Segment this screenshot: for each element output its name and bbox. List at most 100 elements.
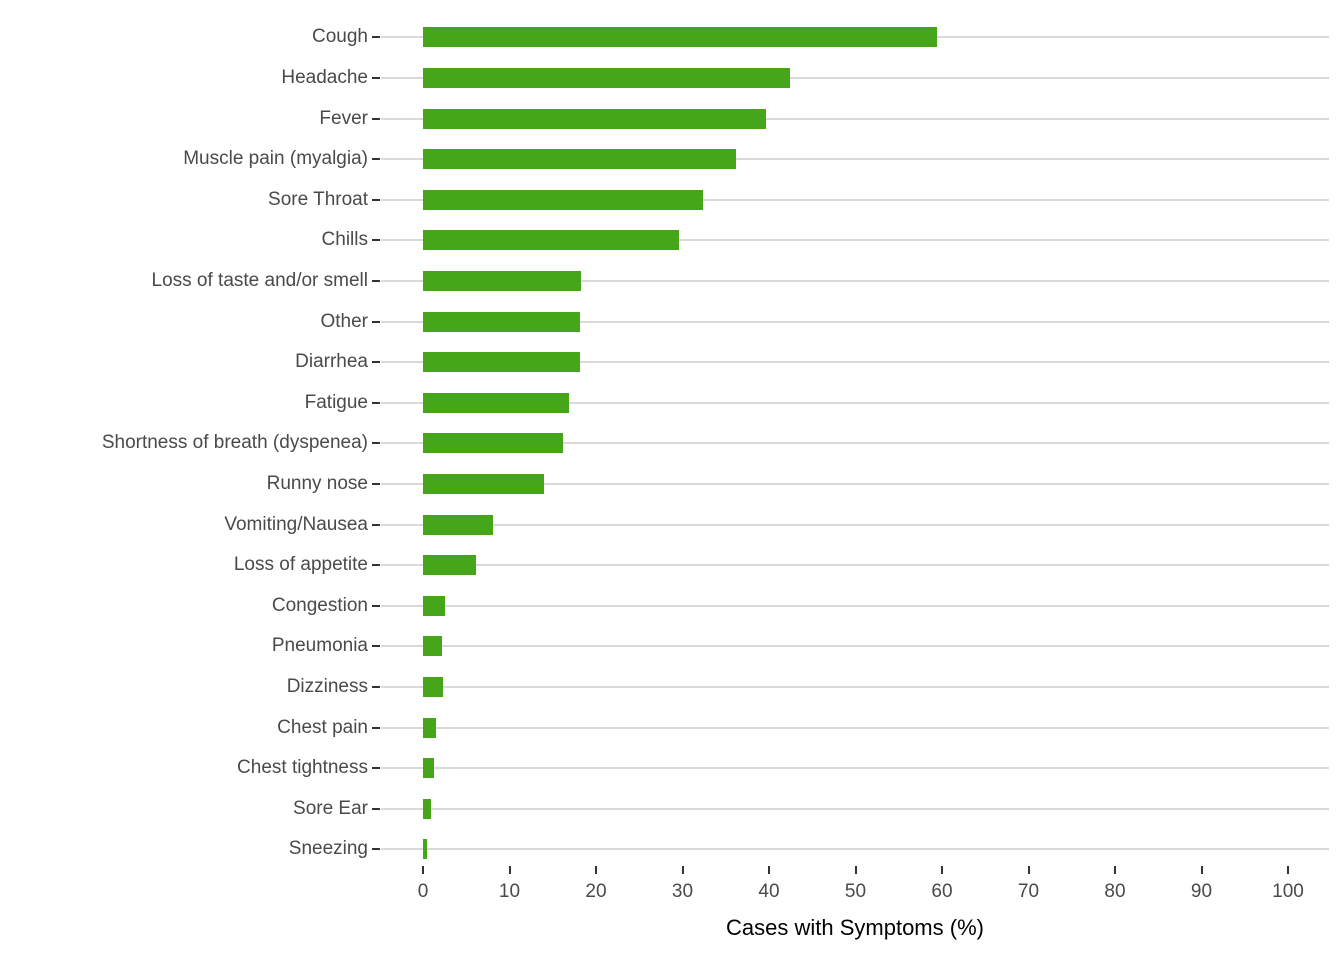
panel-row (381, 707, 1329, 748)
y-tick-mark (372, 239, 380, 242)
bar (423, 67, 790, 88)
chart-row: Cough (0, 17, 1344, 58)
x-tick-label: 90 (1190, 881, 1213, 902)
x-tick-label: 20 (585, 881, 607, 902)
gridline (381, 279, 1329, 282)
panel-row (381, 586, 1329, 627)
gridline (381, 320, 1329, 323)
gridline (381, 239, 1329, 242)
gridline (381, 604, 1329, 607)
bar (423, 636, 442, 657)
category-label: Fever (319, 107, 368, 129)
chart-row: Diarrhea (0, 342, 1344, 383)
bar (423, 27, 937, 48)
panel-row (381, 382, 1329, 423)
bar (423, 839, 427, 860)
y-tick-mark (372, 767, 380, 770)
category-label: Chills (321, 229, 368, 251)
gridline (381, 76, 1329, 79)
panel-row (381, 179, 1329, 220)
x-tick-label: 30 (671, 881, 694, 902)
bar (423, 270, 582, 291)
bar (423, 311, 580, 332)
panel-row (381, 504, 1329, 545)
gridline (381, 401, 1329, 404)
y-tick-mark (372, 279, 380, 282)
panel-row (381, 423, 1329, 464)
y-tick-mark (372, 564, 380, 567)
panel-row (381, 667, 1329, 708)
gridline (381, 523, 1329, 526)
chart-row: Vomiting/Nausea (0, 504, 1344, 545)
y-tick-mark (372, 401, 380, 404)
y-tick-mark (372, 848, 380, 851)
chart-row: Headache (0, 58, 1344, 99)
panel-row (381, 220, 1329, 261)
panel-row (381, 748, 1329, 789)
gridline (381, 361, 1329, 364)
bar (423, 392, 570, 413)
category-label: Loss of appetite (233, 554, 368, 576)
bar (423, 433, 564, 454)
category-label: Pneumonia (271, 635, 368, 657)
bar (423, 352, 580, 373)
gridline (381, 564, 1329, 567)
panel-row (381, 342, 1329, 383)
plot-rows: Cough Headache Fever Muscle pain (myalgia) S… (0, 17, 1344, 870)
chart-row: Dizziness (0, 667, 1344, 708)
panel-row (381, 301, 1329, 342)
category-label: Shortness of breath (dyspenea) (101, 432, 368, 454)
bar (423, 230, 679, 251)
category-label: Congestion (271, 594, 368, 616)
x-tick-label: 50 (844, 881, 867, 902)
y-tick-mark (372, 523, 380, 526)
bar (423, 474, 545, 494)
bar (423, 595, 445, 616)
category-label: Other (320, 310, 368, 332)
gridline (381, 442, 1329, 445)
chart-row: Sneezing (0, 829, 1344, 870)
category-label: Sore Ear (293, 797, 368, 819)
category-label: Runny nose (266, 473, 368, 494)
category-label: Dizziness (286, 676, 368, 698)
x-axis-title: Cases with Symptoms (%) (726, 915, 984, 940)
chart-row: Loss of taste and/or smell (0, 261, 1344, 302)
gridline (381, 726, 1329, 729)
bar (423, 758, 435, 779)
panel-row (381, 789, 1329, 830)
gridline (381, 198, 1329, 201)
x-tick-label: 100 (1272, 881, 1304, 902)
category-label: Muscle pain (myalgia) (183, 148, 368, 170)
gridline (381, 807, 1329, 810)
gridline (381, 686, 1329, 689)
y-tick-mark (372, 807, 380, 810)
bar (423, 514, 494, 535)
category-label: Cough (312, 26, 368, 48)
panel-row (381, 464, 1329, 505)
category-label: Vomiting/Nausea (224, 513, 368, 535)
gridline (381, 767, 1329, 770)
x-tick-label: 10 (498, 881, 521, 902)
category-label: Headache (281, 66, 368, 88)
x-tick-label: 80 (1104, 881, 1126, 902)
category-label: Chest tightness (237, 757, 368, 779)
y-tick-mark (372, 117, 380, 120)
y-tick-mark (372, 36, 380, 39)
bar (423, 677, 443, 698)
y-tick-mark (372, 198, 380, 201)
y-tick-mark (372, 604, 380, 607)
bar (423, 798, 431, 819)
y-tick-mark (372, 158, 380, 161)
chart-row: Chest pain (0, 707, 1344, 748)
bar (423, 189, 704, 210)
category-label: Chest pain (277, 716, 368, 738)
chart-row: Muscle pain (myalgia) (0, 139, 1344, 180)
y-tick-mark (372, 686, 380, 689)
chart-row: Fever (0, 98, 1344, 139)
y-tick-mark (372, 442, 380, 445)
bar (423, 149, 737, 170)
chart-row: Sore Ear (0, 789, 1344, 830)
category-label: Sore Throat (268, 188, 368, 210)
gridline (381, 848, 1329, 851)
